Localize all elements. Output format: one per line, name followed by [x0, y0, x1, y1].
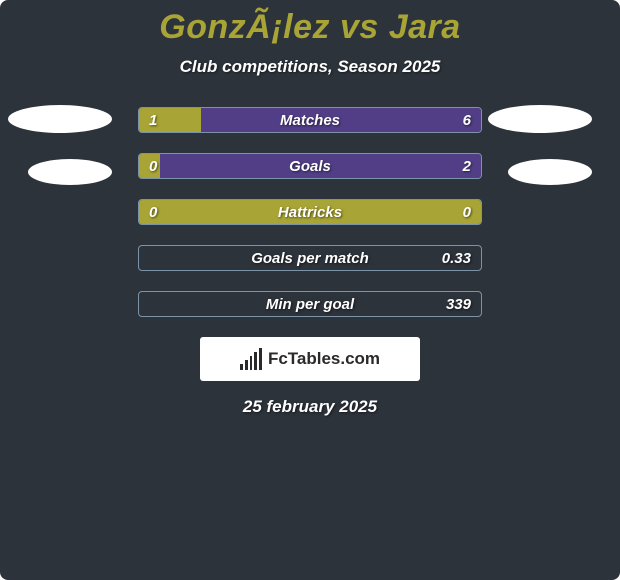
- bar-value-right: 2: [463, 154, 471, 179]
- bar-label: Hattricks: [139, 200, 481, 225]
- page-title: GonzÃ¡lez vs Jara: [0, 0, 620, 47]
- bar-label: Matches: [139, 108, 481, 133]
- stat-bar: 0Goals2: [138, 153, 482, 179]
- bar-value-right: 0.33: [442, 246, 471, 271]
- stat-bar: Goals per match0.33: [138, 245, 482, 271]
- stat-bar: Min per goal339: [138, 291, 482, 317]
- bar-label: Min per goal: [139, 292, 481, 317]
- decor-ellipse: [508, 159, 592, 185]
- bar-value-right: 0: [463, 200, 471, 225]
- comparison-card: GonzÃ¡lez vs Jara Club competitions, Sea…: [0, 0, 620, 580]
- decor-ellipse: [28, 159, 112, 185]
- bar-chart-icon: [240, 348, 262, 370]
- decor-ellipse: [488, 105, 592, 133]
- subtitle: Club competitions, Season 2025: [0, 57, 620, 77]
- bar-value-right: 6: [463, 108, 471, 133]
- date-text: 25 february 2025: [0, 397, 620, 417]
- brand-text: FcTables.com: [268, 349, 380, 369]
- decor-ellipse: [8, 105, 112, 133]
- stat-bar: 0Hattricks0: [138, 199, 482, 225]
- chart-area: 1Matches60Goals20Hattricks0Goals per mat…: [0, 107, 620, 317]
- stat-bar: 1Matches6: [138, 107, 482, 133]
- bars-container: 1Matches60Goals20Hattricks0Goals per mat…: [138, 107, 482, 317]
- bar-label: Goals per match: [139, 246, 481, 271]
- brand-badge: FcTables.com: [200, 337, 420, 381]
- bar-value-right: 339: [446, 292, 471, 317]
- bar-label: Goals: [139, 154, 481, 179]
